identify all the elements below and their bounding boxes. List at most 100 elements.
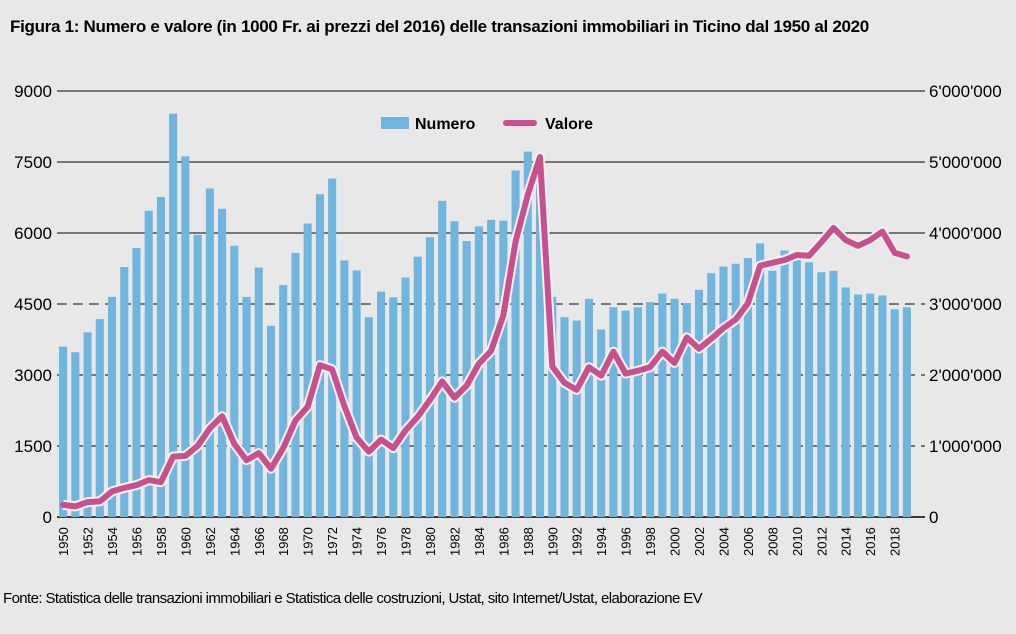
bar-1994 [597,329,606,517]
bar-1979 [413,256,422,517]
x-tick-label: 1968 [276,527,291,556]
bar-1950 [59,346,68,517]
bar-2018 [890,309,899,517]
source-note: Fonte: Statistica delle transazioni immo… [3,590,703,607]
x-tick-label: 1974 [350,527,365,556]
bar-1976 [377,291,386,517]
bar-1955 [120,267,129,517]
legend-swatch-numero [381,117,409,129]
x-tick-label: 1982 [447,527,462,556]
x-tick-label: 1962 [203,527,218,556]
bar-1957 [144,210,153,517]
bar-2019 [902,307,911,517]
x-tick-label: 2002 [692,527,707,556]
x-tick-label: 1956 [129,527,144,556]
bar-1977 [389,297,398,517]
bar-2008 [768,270,777,517]
x-tick-label: 2008 [765,527,780,556]
line-valore [60,154,910,510]
bar-1966 [254,267,263,517]
bar-1986 [499,220,508,517]
x-tick-label: 2004 [716,527,731,556]
bar-1993 [584,298,593,517]
bar-2011 [805,262,814,517]
y-left-tick-label: 4500 [14,295,52,314]
x-tick-label: 1950 [56,527,71,556]
bar-1996 [621,310,630,517]
y-right-tick-label: 4'000'000 [929,224,1002,243]
bar-2012 [817,272,826,517]
bar-1980 [425,237,435,517]
bar-1961 [193,234,202,518]
bar-1975 [364,317,373,517]
bar-2004 [719,266,728,517]
x-tick-label: 1980 [423,527,438,556]
bar-1999 [658,293,667,517]
bar-1971 [315,194,324,518]
line-series-valore [60,152,910,512]
legend: Numero Valore [381,116,593,133]
y-left-tick-label: 3000 [14,366,52,385]
bar-1972 [328,178,337,518]
y-left-tick-label: 0 [43,508,52,527]
bar-1988 [523,151,532,517]
bar-1969 [291,252,300,517]
y-right-tick-label: 6'000'000 [929,82,1002,101]
x-tick-label: 2016 [863,527,878,556]
x-tick-label: 1988 [521,527,536,556]
chart-title: Figura 1: Numero e valore (in 1000 Fr. a… [10,17,869,36]
bar-1965 [242,296,251,517]
bar-1952 [83,332,92,517]
bar-1953 [95,319,104,517]
bar-1997 [633,307,642,517]
x-tick-label: 1986 [496,527,511,556]
bar-1960 [181,156,190,517]
legend-label-numero: Numero [415,116,476,133]
bar-1998 [646,302,655,517]
y-left-tick-label: 7500 [14,153,52,172]
legend-label-valore: Valore [545,116,593,133]
x-tick-label: 1976 [374,527,389,556]
bar-1951 [71,352,80,517]
bar-1987 [511,170,520,517]
bar-2010 [792,252,801,517]
x-tick-label: 1952 [81,527,96,556]
y-right-tick-label: 5'000'000 [929,153,1002,172]
x-tick-label: 2006 [741,527,756,556]
x-tick-label: 1966 [252,527,267,556]
bar-2001 [682,303,691,517]
x-tick-label: 1970 [301,527,316,556]
y-left-tick-label: 9000 [14,82,52,101]
bar-2003 [707,273,716,517]
bar-1964 [230,245,239,517]
y-right-tick-label: 0 [929,508,938,527]
x-tick-label: 2014 [839,527,854,556]
bar-1974 [352,270,361,517]
bar-1995 [609,307,618,517]
x-tick-label: 1996 [619,527,634,556]
bar-1958 [156,197,165,517]
x-tick-label: 2012 [814,527,829,556]
bar-series-numero [59,113,911,518]
bar-2015 [853,294,863,517]
bar-1978 [401,277,410,517]
bar-1991 [560,317,569,517]
bar-1981 [438,200,447,517]
bar-2006 [743,258,752,517]
y-right-tick-label: 1'000'000 [929,437,1002,456]
bar-2007 [756,243,765,517]
bar-1989 [535,162,545,517]
x-tick-label: 2010 [790,527,805,556]
x-tick-label: 1960 [178,527,193,556]
y-axis-right: 0 1'000'000 2'000'000 3'000'000 4'000'000 5'0… [929,82,1002,527]
bar-1959 [169,113,178,517]
bar-1956 [132,248,141,517]
bar-1990 [548,296,557,517]
x-axis: 1950 1952 1954 1956 1958 1960 1962 1964 1966 1968… [56,527,903,556]
bar-1967 [266,325,276,517]
bar-2013 [829,270,838,517]
x-tick-label: 1978 [399,527,414,556]
bar-1954 [107,296,117,517]
y-right-tick-label: 3'000'000 [929,295,1002,314]
bar-1968 [279,285,288,517]
